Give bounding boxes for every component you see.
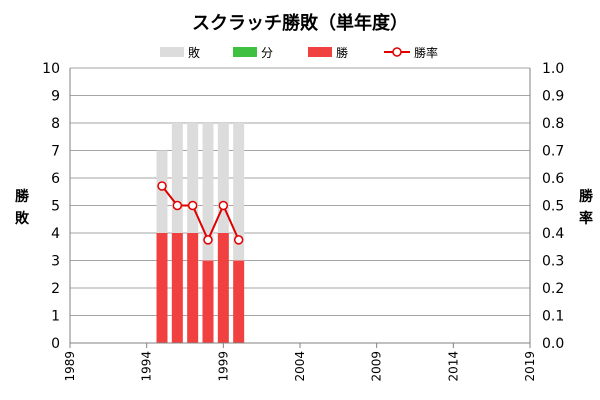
y-tick-right-1: 0.1 — [542, 309, 564, 325]
bar-loss-2000 — [233, 123, 245, 261]
win-rate-point-1999 — [218, 200, 229, 211]
legend: 敗 分 勝 勝率 — [160, 45, 438, 60]
y-tick-left-3: 3 — [51, 254, 60, 270]
legend-swatch-0 — [160, 47, 184, 57]
legend-label-0: 敗 — [188, 45, 200, 60]
y-tick-right-10: 1.0 — [542, 61, 564, 77]
tick-labels: 0 1 2 3 4 5 6 7 8 9 10 0.0 0.1 0.2 0.3 0.4 0.5 0.6 0.7 0.8 0… — [42, 61, 564, 382]
legend-label-2: 勝 — [336, 45, 348, 60]
chart-title: スクラッチ勝敗（単年度） — [192, 12, 408, 34]
bar-loss-1999 — [217, 123, 229, 233]
bar-win-1996 — [171, 233, 183, 343]
y-tick-right-4: 0.4 — [542, 226, 564, 242]
y-tick-right-5: 0.5 — [542, 199, 564, 215]
x-tick-1: 1994 — [140, 351, 154, 382]
win-rate-point-1996 — [172, 200, 183, 211]
win-rate-point-1995 — [157, 181, 167, 191]
bar-loss-1996 — [171, 123, 183, 233]
y-label-left-1: 敗 — [15, 210, 30, 227]
y-tick-right-8: 0.8 — [542, 116, 564, 132]
y-tick-left-9: 9 — [51, 89, 60, 105]
win-rate-point-2000 — [233, 235, 244, 245]
y-tick-left-1: 1 — [51, 309, 60, 325]
y-label-right-1: 率 — [579, 210, 593, 227]
y-tick-right-7: 0.7 — [542, 144, 564, 160]
y-label-right-0: 勝 — [579, 188, 594, 205]
bar-win-2000 — [233, 260, 245, 343]
y-label-left-0: 勝 — [15, 188, 30, 205]
y-tick-right-3: 0.3 — [542, 254, 564, 270]
y-tick-left-10: 10 — [42, 61, 60, 77]
y-tick-left-6: 6 — [51, 171, 60, 187]
bar-win-1997 — [187, 233, 199, 343]
x-tick-5: 2014 — [446, 351, 460, 382]
y-tick-left-5: 5 — [51, 199, 60, 215]
bars — [156, 123, 245, 343]
x-tick-3: 2004 — [293, 351, 307, 382]
bar-loss-1995 — [156, 150, 168, 233]
win-rate-point-1997 — [187, 200, 198, 211]
x-tick-0: 1989 — [63, 351, 77, 382]
y-tick-left-8: 8 — [51, 116, 60, 132]
legend-swatch-1 — [233, 47, 257, 57]
bar-win-1998 — [202, 260, 214, 343]
y-tick-left-0: 0 — [51, 336, 60, 352]
y-tick-right-0: 0.0 — [542, 336, 564, 352]
x-tick-6: 2019 — [523, 351, 537, 382]
bar-win-1995 — [156, 233, 168, 343]
y-tick-right-6: 0.6 — [542, 171, 564, 187]
x-tick-2: 1999 — [216, 351, 230, 382]
bar-loss-1998 — [202, 123, 214, 261]
legend-label-3: 勝率 — [414, 45, 438, 60]
y-tick-right-9: 0.9 — [542, 89, 564, 105]
y-tick-right-2: 0.2 — [542, 281, 564, 297]
bar-win-1999 — [217, 233, 229, 343]
legend-swatch-2 — [308, 47, 332, 57]
y-tick-left-7: 7 — [51, 144, 60, 160]
win-rate-line — [157, 181, 244, 245]
legend-swatch-marker — [392, 47, 402, 57]
grid-lines — [70, 67, 530, 344]
legend-label-1: 分 — [261, 46, 273, 60]
bar-loss-1997 — [187, 123, 199, 233]
x-tick-4: 2009 — [370, 351, 384, 382]
y-tick-left-2: 2 — [51, 281, 60, 297]
y-tick-left-4: 4 — [51, 226, 60, 242]
win-rate-point-1998 — [203, 235, 213, 245]
